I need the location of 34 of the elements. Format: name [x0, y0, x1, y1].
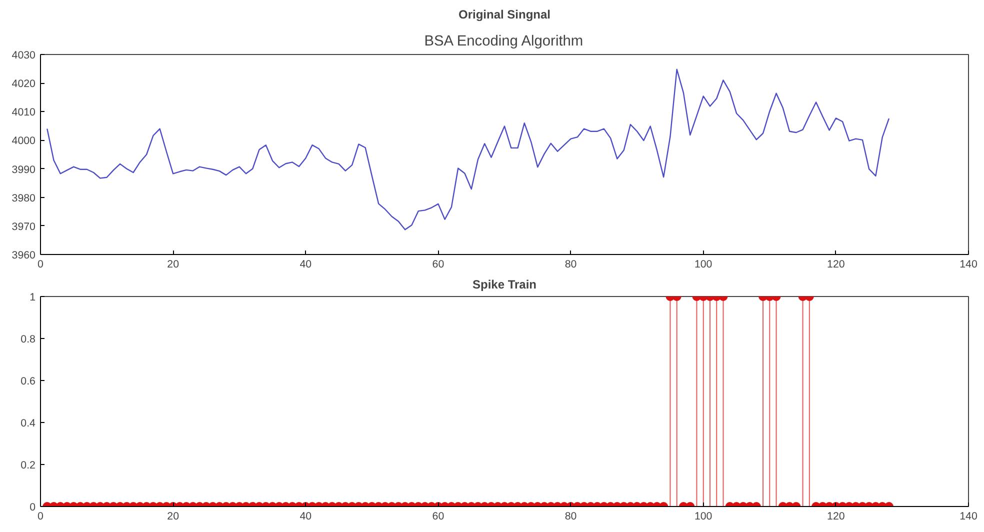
x-tick-label: 120	[827, 510, 845, 522]
x-tick-label: 140	[960, 510, 978, 522]
x-tick-label: 0	[38, 510, 44, 522]
x-tick-label: 0	[38, 258, 44, 270]
y-tick-label: 0.8	[20, 334, 36, 346]
line-series	[46, 68, 890, 230]
x-tick-label: 20	[167, 258, 180, 270]
x-tick-label: 60	[432, 258, 444, 270]
text: BSA Encoding Algorithm	[424, 34, 584, 50]
y-tick-label: 0.6	[20, 376, 36, 388]
y-tick-label: 3960	[12, 250, 36, 262]
y-tick-label: 0	[30, 502, 36, 514]
chart-title: Spike Train	[472, 278, 537, 292]
y-tick-label: 3990	[12, 164, 36, 176]
x-tick-label: 40	[300, 258, 312, 270]
y-tick-label: 4010	[12, 106, 36, 119]
chart-title: Original Singnal	[458, 8, 551, 22]
x-tick-label: 140	[960, 258, 978, 270]
x-tick-label: 40	[300, 510, 312, 522]
x-tick-label: 80	[564, 258, 577, 270]
y-tick-label: 4030	[12, 50, 36, 62]
x-tick-label: 120	[827, 258, 845, 270]
x-tick-label: 80	[564, 510, 577, 522]
y-tick-label: 0.2	[20, 460, 36, 472]
y-tick-label: 4020	[12, 78, 36, 90]
y-tick-label: 3980	[12, 192, 36, 204]
y-tick-label: 4000	[12, 135, 36, 148]
x-tick-label: 20	[167, 510, 180, 522]
x-tick-label: 60	[432, 510, 444, 522]
x-tick-label: 100	[694, 510, 712, 522]
x-tick-label: 100	[694, 258, 712, 270]
y-tick-label: 0.4	[20, 418, 36, 430]
y-tick-label: 1	[30, 292, 36, 304]
y-tick-label: 3970	[12, 220, 36, 233]
